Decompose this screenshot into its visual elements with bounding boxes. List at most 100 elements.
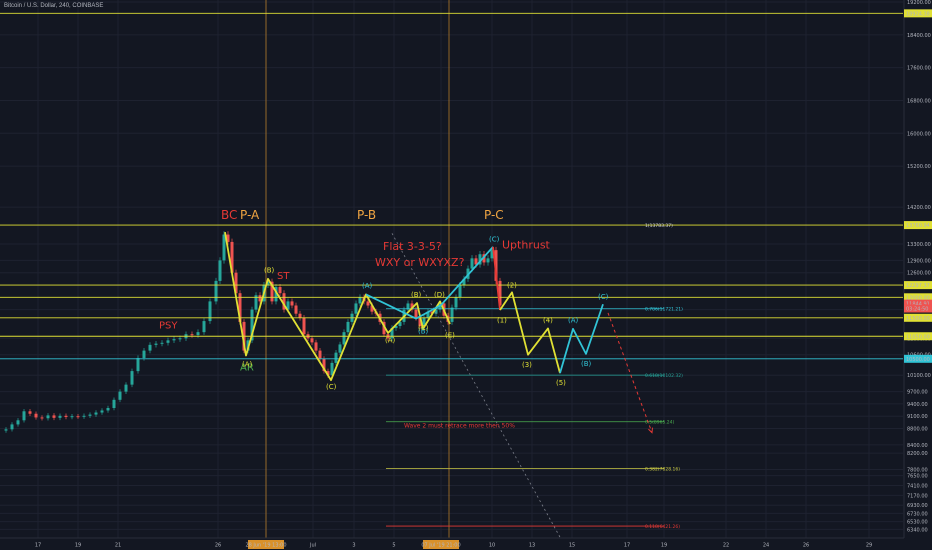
time-tick-label: 5: [392, 543, 395, 549]
time-tick-label: 26: [803, 543, 809, 549]
candle-body: [498, 280, 502, 306]
candle-body: [234, 272, 238, 294]
annotation-text: P-C: [484, 208, 504, 222]
candle-body: [278, 287, 282, 294]
price-badge-label: 03:24:50: [906, 307, 928, 313]
candle-body: [142, 350, 146, 358]
candle-body: [282, 293, 286, 310]
candle-body: [302, 317, 306, 335]
candle-body: [334, 352, 338, 363]
wave-label: (C): [418, 324, 429, 332]
candle-body: [136, 357, 140, 372]
wave-label: (A): [385, 336, 396, 344]
candle-body: [486, 258, 490, 263]
time-tick-label: 10: [489, 543, 495, 549]
wave-label: (C): [326, 383, 337, 391]
annotation-text: ST: [277, 271, 290, 282]
wave-label: (C): [598, 293, 609, 301]
fib-label: 0.786(11721.21): [645, 307, 683, 313]
candle-body: [28, 411, 32, 414]
candle-body: [330, 362, 334, 376]
candle-body: [238, 293, 242, 322]
price-badge: [904, 281, 932, 290]
price-badge-label: 13760.94: [906, 223, 930, 229]
fib-retracement[interactable]: 0.786(11721.21) 0.618(10102.32) 0.5(8965.2…: [386, 307, 683, 530]
price-tick-label: 7800.00: [907, 468, 928, 474]
candle-body: [382, 321, 386, 335]
candle-body: [490, 250, 494, 259]
price-tick-label: 12900.00: [907, 258, 931, 264]
wave-lines[interactable]: [224, 231, 604, 382]
time-tick-label: 24: [763, 543, 769, 549]
candle-body: [286, 301, 290, 310]
candle-body: [130, 371, 134, 385]
wave-red-drop: [492, 246, 501, 311]
projection-arrowhead: [648, 427, 653, 434]
time-highlight-label: 28 Jun '19 13:00: [245, 543, 286, 549]
price-badge: [904, 293, 932, 302]
annotation-text: Wave 2 must retrace more then 50%: [404, 423, 515, 430]
wave-label: (A): [568, 317, 579, 325]
candle-body: [100, 410, 104, 413]
price-tick-label: 15200.00: [907, 164, 931, 170]
candle-body: [10, 424, 14, 430]
wave-label: (B): [264, 267, 275, 275]
wave-label: (B): [418, 327, 429, 335]
time-highlight-badge: [248, 540, 284, 549]
time-tick-label: 19: [661, 543, 667, 549]
price-tick-label: 8800.00: [907, 427, 928, 433]
annotation-text: P-A: [240, 208, 260, 222]
price-badge-label: 12297.37: [906, 283, 930, 289]
horizontal-levels[interactable]: 1(13783.37): [0, 12, 903, 360]
candle-body: [106, 408, 110, 411]
wave-labels: (A)(B)(C)(A)(A)(B)(B)(C)(D)(E)(C)(1)(2)(…: [242, 236, 609, 392]
price-badge-label: 11050.00: [906, 334, 930, 340]
price-badge: [904, 304, 932, 313]
price-badge: [904, 221, 932, 230]
wave-label: (1): [497, 317, 507, 325]
price-tick-label: 9700.00: [907, 390, 928, 396]
price-badge-label: 18924.38: [906, 11, 930, 17]
annotation-text: Upthrust: [502, 238, 551, 251]
wave-label: (B): [411, 291, 422, 299]
candle-body: [16, 420, 20, 425]
time-tick-label: 17: [35, 543, 41, 549]
wave-label: (5): [556, 379, 566, 387]
projection-arrow[interactable]: [607, 312, 653, 434]
time-tick-label: 29: [866, 543, 872, 549]
time-axis[interactable]: 17 19 21 26 28 Jun '19 13:00 Jul 3 5 07 Jul '19 …: [0, 537, 932, 550]
wave-label: (E): [445, 331, 455, 339]
price-tick-label: 9400.00: [907, 402, 928, 408]
candle-body: [218, 260, 222, 281]
time-tick-label: Jul: [309, 543, 316, 549]
candle-body: [418, 317, 422, 326]
price-tick-label: 19200.00: [907, 0, 931, 6]
candle-body: [214, 280, 218, 302]
candle-body: [394, 325, 398, 329]
time-axis-bg: [0, 538, 932, 550]
candle-body: [202, 321, 206, 333]
time-tick-label: 21: [115, 543, 121, 549]
candle-body: [298, 313, 302, 318]
candle-body: [454, 297, 458, 308]
candle-body: [258, 295, 262, 302]
price-badge: [904, 313, 932, 322]
fib-label: 0.118(6421.26): [645, 524, 680, 530]
time-tick-label: 13: [529, 543, 535, 549]
price-tick-label: 12600.00: [907, 271, 931, 277]
candle-body: [112, 399, 116, 409]
candle-body: [450, 307, 454, 322]
candle-body: [22, 411, 26, 421]
vertical-markers: [265, 0, 450, 538]
price-badge: [904, 332, 932, 341]
price-axis[interactable]: 19200.00 18400.00 17600.00 16800.00 16000.00…: [903, 0, 932, 550]
candle-body: [230, 241, 234, 273]
price-tick-label: 14200.00: [907, 205, 931, 211]
candle-body: [4, 429, 8, 431]
candle-body: [470, 258, 474, 269]
price-tick-label: 16000.00: [907, 131, 931, 137]
candle-body: [46, 415, 50, 419]
candle-body: [290, 301, 294, 306]
time-tick-label: 26: [215, 543, 221, 549]
